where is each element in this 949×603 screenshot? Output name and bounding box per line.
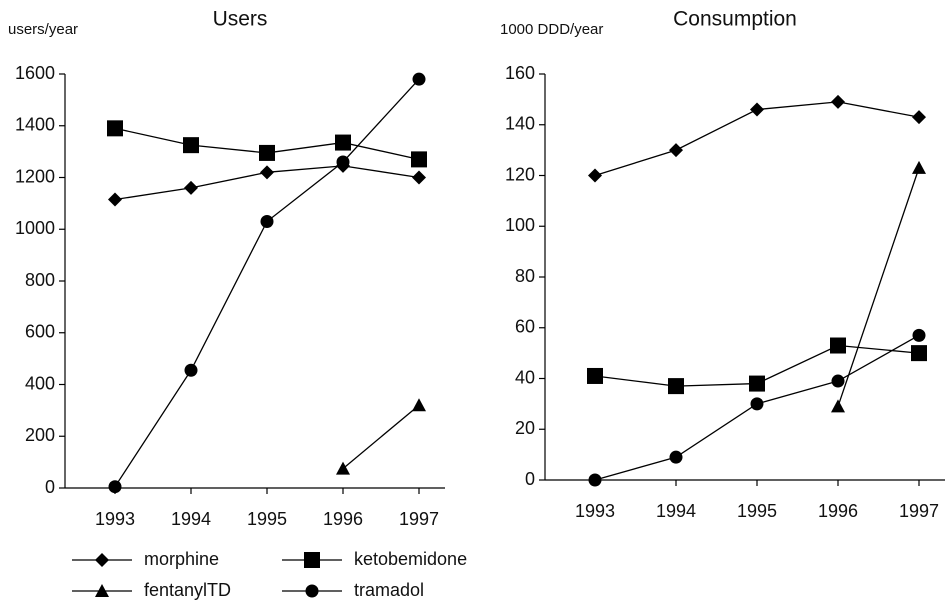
legend-label: ketobemidone: [354, 549, 467, 569]
marker: [750, 102, 764, 117]
marker: [260, 214, 274, 228]
y-tick-label: 100: [505, 215, 535, 235]
x-tick-label: 1997: [399, 509, 439, 529]
y-tick-label: 120: [505, 164, 535, 184]
x-tick-label: 1993: [95, 509, 135, 529]
y-tick-label: 1000: [15, 218, 55, 238]
x-tick-label: 1995: [247, 509, 287, 529]
y-tick-label: 60: [515, 317, 535, 337]
x-tick-label: 1995: [737, 501, 777, 521]
marker: [108, 192, 122, 207]
marker: [412, 170, 426, 185]
marker: [912, 160, 926, 174]
legend-marker: [305, 584, 319, 598]
y-tick-label: 0: [45, 477, 55, 497]
marker: [749, 375, 765, 392]
y-axis-label: users/year: [8, 21, 78, 38]
marker: [912, 110, 926, 125]
y-tick-label: 80: [515, 266, 535, 286]
marker: [587, 367, 603, 384]
y-axis-label: 1000 DDD/year: [500, 21, 603, 38]
chart-title: Consumption: [673, 8, 797, 31]
marker: [669, 450, 683, 464]
series-line: [114, 78, 420, 488]
marker: [830, 337, 846, 354]
legend-label: tramadol: [354, 580, 424, 600]
x-tick-label: 1994: [171, 509, 211, 529]
y-tick-label: 160: [505, 63, 535, 83]
y-tick-label: 1400: [15, 115, 55, 135]
marker: [108, 480, 122, 494]
series-line: [837, 167, 920, 407]
marker: [336, 461, 350, 475]
marker: [184, 363, 198, 377]
marker: [259, 144, 275, 161]
marker: [831, 94, 845, 109]
y-tick-label: 1600: [15, 63, 55, 83]
marker: [335, 134, 351, 151]
x-tick-label: 1994: [656, 501, 696, 521]
legend-label: fentanylTD: [144, 580, 231, 600]
marker: [588, 473, 602, 487]
x-tick-label: 1996: [323, 509, 363, 529]
marker: [912, 328, 926, 342]
y-tick-label: 1200: [15, 166, 55, 186]
y-tick-label: 600: [25, 322, 55, 342]
legend-marker: [304, 552, 320, 568]
marker: [412, 72, 426, 86]
marker: [588, 168, 602, 183]
y-tick-label: 40: [515, 367, 535, 387]
y-tick-label: 140: [505, 114, 535, 134]
y-tick-label: 20: [515, 418, 535, 438]
marker: [831, 399, 845, 413]
x-tick-label: 1993: [575, 501, 615, 521]
series-line: [342, 404, 420, 470]
marker: [669, 143, 683, 158]
legend-label: morphine: [144, 549, 219, 569]
legend-marker: [95, 584, 109, 597]
marker: [260, 165, 274, 180]
marker: [107, 120, 123, 137]
chart-title: Users: [213, 8, 268, 31]
y-tick-label: 200: [25, 425, 55, 445]
y-tick-label: 800: [25, 270, 55, 290]
marker: [412, 398, 426, 412]
marker: [668, 378, 684, 395]
x-tick-label: 1996: [818, 501, 858, 521]
x-tick-label: 1997: [899, 501, 939, 521]
marker: [411, 151, 427, 168]
marker: [831, 374, 845, 388]
marker: [750, 397, 764, 411]
y-tick-label: 400: [25, 373, 55, 393]
marker: [911, 345, 927, 362]
marker: [184, 180, 198, 195]
y-tick-label: 0: [525, 469, 535, 489]
legend-marker: [95, 553, 109, 567]
marker: [336, 155, 350, 169]
marker: [183, 137, 199, 154]
